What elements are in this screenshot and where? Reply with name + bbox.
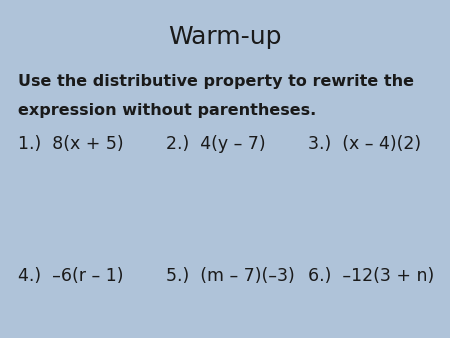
Text: 6.)  –12(3 + n): 6.) –12(3 + n) <box>308 267 435 285</box>
Text: 2.)  4(y – 7): 2.) 4(y – 7) <box>166 135 266 153</box>
Text: 1.)  8(x + 5): 1.) 8(x + 5) <box>18 135 124 153</box>
Text: 5.)  (m – 7)(–3): 5.) (m – 7)(–3) <box>166 267 295 285</box>
Text: expression without parentheses.: expression without parentheses. <box>18 103 316 118</box>
Text: Warm-up: Warm-up <box>168 25 282 49</box>
Text: Use the distributive property to rewrite the: Use the distributive property to rewrite… <box>18 74 414 89</box>
Text: 3.)  (x – 4)(2): 3.) (x – 4)(2) <box>308 135 421 153</box>
Text: 4.)  –6(r – 1): 4.) –6(r – 1) <box>18 267 123 285</box>
